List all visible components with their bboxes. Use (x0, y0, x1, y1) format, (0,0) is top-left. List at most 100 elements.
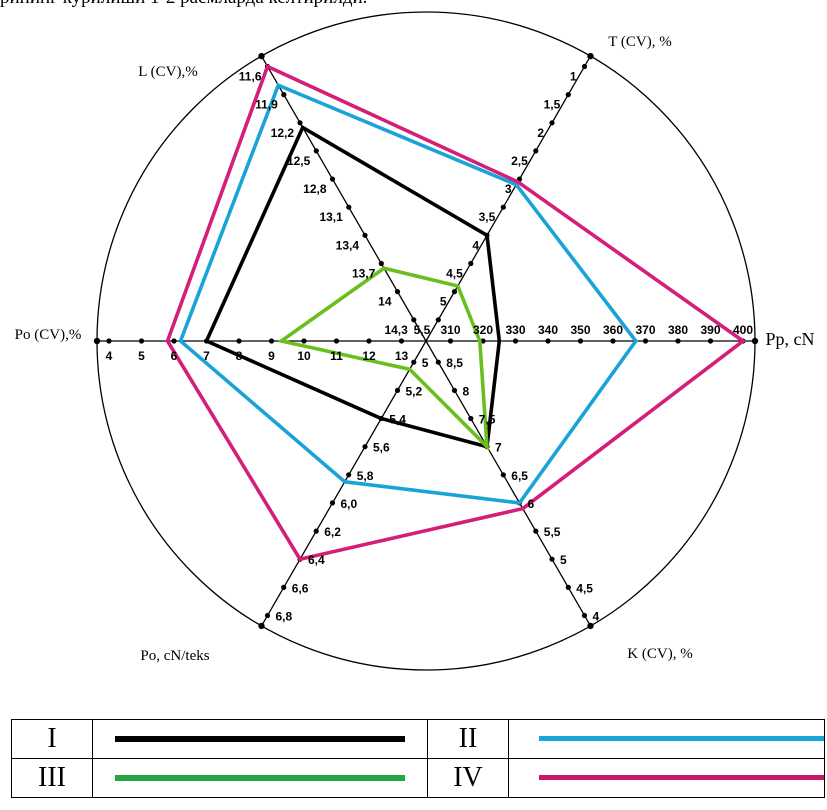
tick-dot-po (346, 472, 352, 478)
legend-swatch-i (92, 719, 428, 759)
axis-title-pp: Pp, cN (766, 329, 815, 349)
tick-dot-t (565, 92, 571, 98)
axis-end-dot-t (587, 52, 594, 60)
tick-dot-l (297, 120, 303, 126)
legend-label-iii: III (11, 758, 93, 798)
header-text-fragment: рининг курилиши 1-2 расмларда келтирилди… (0, 0, 827, 13)
tick-dot-t (500, 204, 506, 210)
tick-label-po_cv: 12 (362, 349, 376, 363)
axis-line-po (260, 340, 427, 627)
tick-label-pp: 400 (733, 323, 753, 337)
tick-label-po: 6,2 (324, 525, 341, 539)
tick-label-po_cv: 8 (236, 349, 243, 363)
axis-title-l: L (CV),% (138, 64, 197, 80)
tick-dot-t (435, 317, 441, 323)
axis-title-po: Po, cN/teks (140, 648, 209, 664)
tick-dot-po (329, 500, 336, 506)
tick-label-pp: 320 (473, 323, 493, 337)
axis-line-k (425, 340, 592, 627)
legend-swatch-iii (92, 758, 428, 798)
tick-label-t: 2,5 (511, 154, 528, 168)
tick-label-po: 5,6 (373, 441, 390, 455)
tick-label-l: 13,1 (319, 210, 343, 224)
tick-dot-pp (610, 338, 616, 344)
tick-dot-po_cv (171, 338, 177, 344)
tick-dot-po_cv (398, 338, 405, 344)
tick-label-k: 7,5 (479, 413, 496, 427)
tick-label-po: 6,0 (341, 497, 358, 511)
tick-dot-l (378, 260, 384, 267)
tick-dot-l (394, 289, 401, 295)
tick-label-po: 5,4 (389, 413, 406, 427)
tick-label-l: 12,8 (303, 182, 327, 196)
tick-label-pp: 360 (603, 323, 623, 337)
tick-dot-po_cv (106, 338, 112, 344)
tick-label-l: 12,5 (287, 154, 311, 168)
tick-dot-pp (642, 338, 649, 344)
tick-dot-l (281, 92, 287, 98)
tick-dot-pp (707, 338, 714, 344)
legend-label-iv: IV (427, 758, 509, 798)
tick-label-k: 4 (593, 610, 600, 624)
tick-label-l: 13,7 (352, 267, 376, 281)
tick-dot-po_cv (268, 338, 275, 344)
axis-end-dot-l (258, 52, 265, 60)
tick-label-k: 6,5 (511, 469, 528, 483)
axis-title-po_cv: Po (CV),% (15, 327, 82, 343)
radar-chart: 310 320 330 340 350 360 370 380 390 400 1 1,52 2,5 33… (15, 11, 815, 671)
tick-dot-l (329, 176, 336, 182)
tick-label-l: 11,6 (239, 70, 262, 84)
tick-label-po: 5,2 (406, 384, 423, 398)
tick-dot-pp (447, 338, 454, 344)
tick-label-pp: 390 (700, 323, 720, 337)
tick-label-k: 8 (463, 384, 470, 398)
tick-dot-k (451, 387, 458, 393)
tick-dot-k (581, 612, 588, 619)
tick-dot-po (394, 387, 401, 393)
tick-label-po: 6,8 (276, 610, 293, 624)
tick-dot-l (411, 317, 417, 323)
tick-dot-k (468, 415, 474, 422)
axis-end-dot-pp (751, 337, 759, 345)
tick-dot-t (549, 120, 555, 126)
tick-label-pp: 310 (440, 323, 460, 337)
tick-label-pp: 330 (505, 323, 525, 337)
tick-dot-po_cv (301, 338, 307, 344)
tick-label-k: 5,5 (544, 525, 561, 539)
tick-dot-po_cv (236, 338, 242, 344)
tick-dot-k (565, 584, 571, 591)
tick-dot-po (411, 359, 417, 365)
tick-label-pp: 370 (635, 323, 655, 337)
tick-dot-po_cv (333, 338, 340, 344)
axis-end-dot-k (587, 622, 594, 630)
tick-label-pp: 340 (538, 323, 558, 337)
tick-dot-po (362, 444, 368, 450)
legend-label-i: I (11, 719, 93, 759)
tick-label-t: 1 (570, 70, 577, 84)
tick-label-po_cv: 6 (171, 349, 178, 363)
tick-label-pp: 350 (570, 323, 590, 337)
tick-dot-l (362, 232, 368, 238)
legend-row-1: I II (11, 719, 825, 759)
tick-label-po: 5 (422, 356, 429, 370)
tick-label-l: 14,3 (384, 323, 408, 337)
axis-end-dot-po (258, 622, 265, 630)
tick-label-t: 5 (440, 295, 447, 309)
tick-dot-k (533, 528, 539, 534)
series-polygon-iii (276, 266, 490, 452)
tick-label-l: 14 (378, 295, 392, 309)
tick-dot-pp (577, 338, 584, 344)
tick-dot-k (549, 556, 555, 562)
legend-row-2: III IV (11, 758, 825, 798)
tick-dot-pp (512, 338, 519, 344)
tick-dot-po (313, 528, 319, 534)
tick-label-po_cv: 13 (395, 349, 409, 363)
tick-dot-t (468, 260, 474, 267)
tick-label-po_cv: 10 (297, 349, 311, 363)
tick-label-k: 5 (560, 553, 567, 567)
tick-dot-po (264, 612, 271, 619)
axis-line-t (425, 55, 592, 342)
tick-label-po: 6,6 (292, 581, 309, 595)
tick-dot-k (435, 359, 441, 365)
series-polygon-ii (178, 82, 639, 505)
